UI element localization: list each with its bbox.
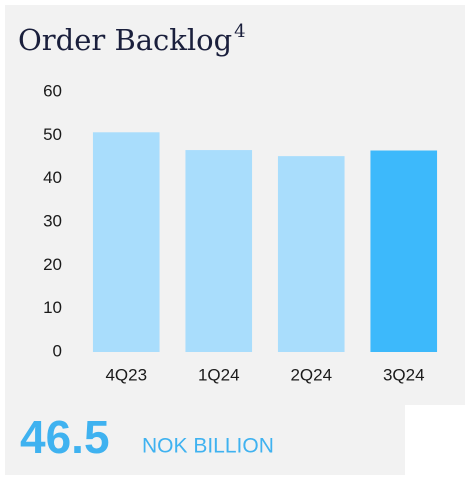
- x-tick-label: 1Q24: [198, 365, 240, 384]
- x-tick-label: 4Q23: [105, 365, 147, 384]
- kpi-unit: NOK BILLION: [142, 435, 274, 458]
- bar: [185, 150, 253, 352]
- y-tick-label: 10: [43, 298, 62, 317]
- title-text: Order Backlog: [18, 23, 232, 57]
- y-tick-label: 50: [43, 125, 62, 144]
- y-tick-label: 40: [43, 168, 62, 187]
- bar: [277, 156, 345, 352]
- y-tick-label: 30: [43, 211, 62, 230]
- bar: [370, 150, 438, 352]
- kpi-value: 46.5: [20, 411, 110, 463]
- bar: [92, 132, 160, 352]
- y-tick-label: 20: [43, 255, 62, 274]
- chart-title: Order Backlog 4: [18, 21, 246, 57]
- x-tick-label: 3Q24: [383, 365, 425, 384]
- blank-box: [405, 405, 476, 477]
- x-tick-label: 2Q24: [290, 365, 332, 384]
- y-tick-label: 0: [53, 341, 62, 360]
- y-tick-label: 60: [43, 81, 62, 100]
- title-superscript: 4: [234, 21, 245, 42]
